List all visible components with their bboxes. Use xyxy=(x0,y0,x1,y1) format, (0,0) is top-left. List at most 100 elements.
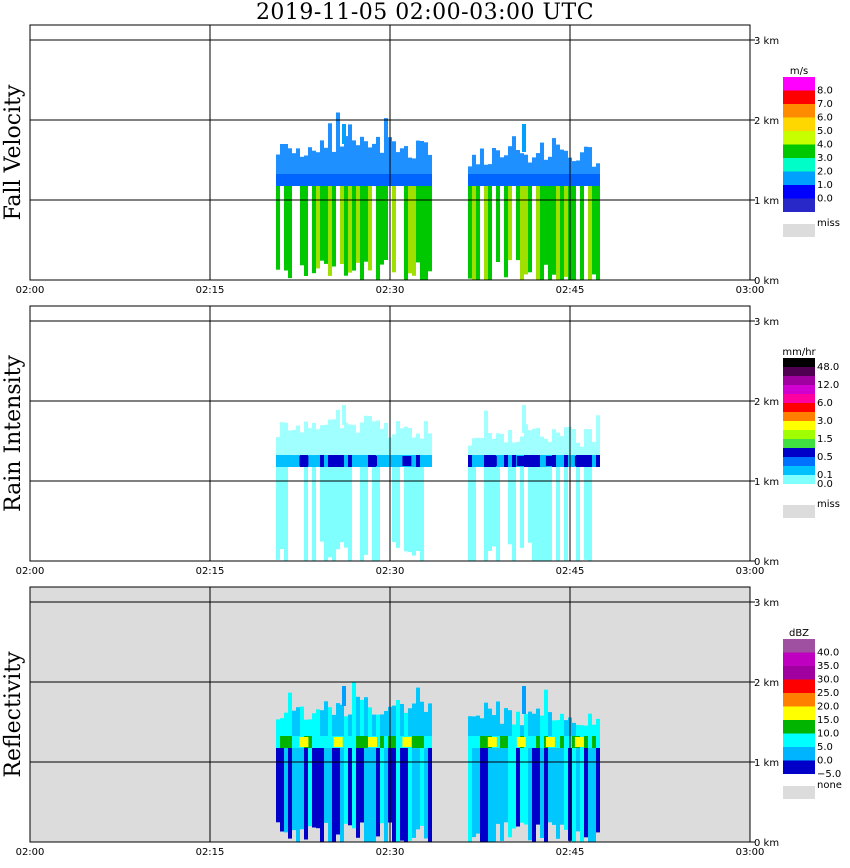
echo-cell xyxy=(592,174,596,186)
echo-cell xyxy=(348,424,352,455)
echo-cell xyxy=(424,711,428,736)
echo-cell xyxy=(316,455,320,467)
echo-cell xyxy=(420,186,424,280)
echo-cell xyxy=(545,456,555,466)
echo-cell xyxy=(588,147,592,174)
echo-cell xyxy=(292,710,296,736)
echo-cell xyxy=(468,467,472,561)
echo-cell xyxy=(284,144,288,174)
echo-cell xyxy=(504,748,508,823)
echo-cell xyxy=(548,156,552,174)
colorbar-swatch xyxy=(783,403,815,412)
echo-cell xyxy=(596,163,600,174)
colorbar-label: 7.0 xyxy=(817,99,833,110)
echo-cell xyxy=(556,467,560,561)
echo-cell xyxy=(376,714,380,736)
echo-cell xyxy=(532,157,536,174)
echo-cell xyxy=(416,467,420,551)
echo-cell xyxy=(404,712,408,736)
echo-cell xyxy=(428,174,432,186)
echo-cell xyxy=(336,186,340,267)
colorbar-missing-swatch xyxy=(783,786,815,799)
echo-cell xyxy=(328,419,332,455)
echo-cell xyxy=(376,174,380,186)
echo-cell xyxy=(276,174,280,186)
echo-cell xyxy=(516,186,520,261)
echo-cell xyxy=(532,736,536,748)
echo-cell xyxy=(416,174,420,186)
echo-cell xyxy=(576,186,580,280)
echo-cell xyxy=(588,429,592,455)
echo-cell xyxy=(320,186,324,261)
y-tick-label: 2 km xyxy=(754,397,779,408)
echo-cell xyxy=(300,174,304,186)
echo-cell xyxy=(316,467,320,561)
echo-cell xyxy=(304,421,308,455)
echo-cell xyxy=(372,714,376,736)
colorbar-swatch xyxy=(783,484,815,493)
colorbar-swatch xyxy=(783,90,815,104)
echo-cell xyxy=(484,186,488,280)
echo-cell xyxy=(508,174,512,186)
echo-cell xyxy=(364,697,368,736)
echo-cell xyxy=(384,711,388,736)
echo-cell xyxy=(412,736,416,748)
echo-cell xyxy=(528,736,532,748)
echo-cell xyxy=(480,148,484,174)
echo-cell xyxy=(516,150,520,174)
x-tick-label: 02:45 xyxy=(556,847,585,858)
echo-cell xyxy=(288,174,292,186)
echo-cell xyxy=(320,174,324,186)
echo-cell xyxy=(508,736,512,748)
echo-cell xyxy=(576,442,580,455)
echo-cell xyxy=(336,174,340,186)
echo-cell xyxy=(548,467,552,561)
echo-cell xyxy=(424,748,428,839)
echo-cell xyxy=(560,467,564,561)
x-tick-label: 02:15 xyxy=(196,847,225,858)
echo-cell xyxy=(328,736,332,748)
colorbar-swatch xyxy=(783,679,815,693)
echo-cell xyxy=(276,154,280,174)
echo-cell xyxy=(488,467,492,551)
colorbar-swatch xyxy=(783,666,815,680)
echo-cell xyxy=(420,174,424,186)
colorbar-swatch xyxy=(783,421,815,430)
echo-cell xyxy=(320,748,324,842)
echo-cell xyxy=(412,748,416,838)
echo-cell xyxy=(472,174,476,186)
echo-cell xyxy=(496,186,500,262)
echo-cell xyxy=(508,748,512,838)
echo-cell xyxy=(312,748,316,828)
echo-cell xyxy=(396,174,400,186)
x-tick-label: 02:30 xyxy=(376,285,405,296)
echo-cell xyxy=(516,467,520,561)
echo-cell xyxy=(280,186,284,270)
echo-cell xyxy=(428,433,432,455)
colorbar-label: 5.0 xyxy=(817,742,833,753)
echo-cell xyxy=(412,158,416,174)
echo-cell xyxy=(292,748,296,831)
echo-cell xyxy=(376,136,380,174)
echo-cell xyxy=(348,748,352,826)
echo-cell xyxy=(496,174,500,186)
echo-cell xyxy=(404,467,408,552)
echo-cell xyxy=(308,736,312,748)
echo-cell xyxy=(332,714,336,736)
echo-cell xyxy=(332,419,336,455)
echo-cell xyxy=(524,467,528,554)
echo-cell xyxy=(420,736,424,748)
echo-cell xyxy=(496,701,500,736)
echo-cell xyxy=(284,736,288,748)
colorbar-swatch xyxy=(783,77,815,91)
echo-cell xyxy=(492,715,496,736)
echo-cell xyxy=(540,174,544,186)
echo-cell xyxy=(512,467,516,561)
echo-cell xyxy=(364,186,368,262)
echo-cell xyxy=(496,467,500,561)
echo-cell xyxy=(356,736,360,748)
echo-cell xyxy=(560,736,564,748)
echo-cell xyxy=(344,186,348,276)
echo-cell xyxy=(368,416,372,455)
